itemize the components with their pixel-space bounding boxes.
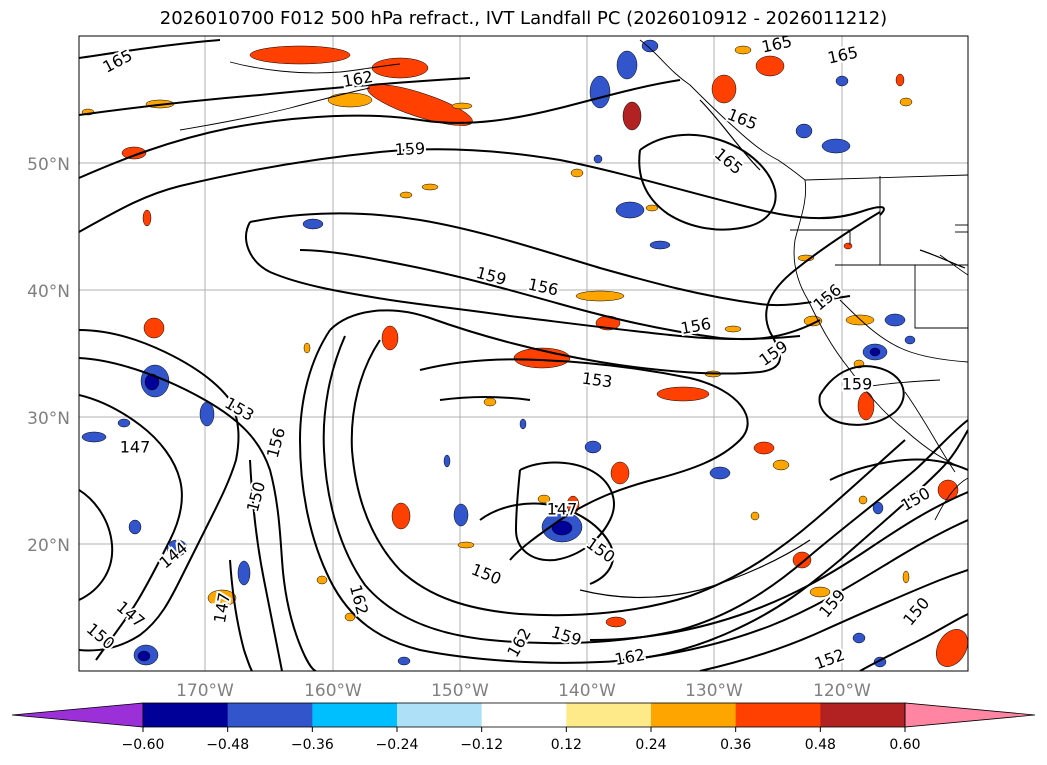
colorbar-ticks: −0.60 −0.48 −0.36 −0.24 −0.12 0.12 0.24 0.36 0.4… — [122, 727, 921, 753]
contour-label: 159 — [394, 139, 425, 160]
lat-label: 20°N — [27, 536, 70, 556]
contour-label: 159 — [842, 375, 873, 394]
colorbar-tick-label: −0.36 — [291, 737, 334, 753]
colorbar-cell — [312, 703, 398, 727]
colorbar-tick-label: 0.24 — [635, 737, 666, 753]
colorbar-tick-label: −0.12 — [460, 737, 503, 753]
lon-label: 140°W — [558, 681, 616, 701]
positive-anomaly-patches — [81, 45, 968, 667]
colorbar-tick-label: 0.12 — [551, 737, 582, 753]
colorbar-cell — [735, 703, 821, 727]
colorbar-frame — [142, 702, 906, 728]
plot-frame — [78, 35, 969, 672]
height-contours-thin — [579, 99, 966, 599]
lat-label: 50°N — [27, 155, 70, 175]
lon-label: 120°W — [813, 681, 871, 701]
colorbar-cell — [143, 703, 229, 727]
negative-anomaly-patches — [81, 39, 916, 668]
lon-label: 170°W — [176, 681, 234, 701]
contour-label: 165 — [826, 43, 860, 68]
contour-label: 147 — [547, 500, 578, 519]
colorbar-cell — [227, 703, 313, 727]
gridlines — [79, 36, 968, 671]
colorbar-cell — [481, 703, 567, 727]
colorbar-extend-high — [904, 702, 1036, 728]
colorbar-cell — [566, 703, 652, 727]
lat-label: 40°N — [27, 282, 70, 302]
colorbar-tick-label: −0.24 — [376, 737, 419, 753]
lon-label: 150°W — [431, 681, 489, 701]
colorbar-tick-label: 0.48 — [805, 737, 836, 753]
colorbar-tick-label: 0.60 — [889, 737, 920, 753]
lon-label: 160°W — [304, 681, 362, 701]
coastline — [179, 39, 968, 521]
map-title: 2026010700 F012 500 hPa refract., IVT La… — [159, 8, 888, 29]
colorbar-tick-label: −0.48 — [206, 737, 249, 753]
longitude-labels: 170°W 160°W 150°W 140°W 130°W 120°W — [176, 681, 871, 701]
colorbar: −0.60 −0.48 −0.36 −0.24 −0.12 0.12 0.24 0.36 0.4… — [11, 702, 1036, 753]
latitude-labels: 50°N 40°N 30°N 20°N — [27, 155, 70, 556]
colorbar-cell — [651, 703, 737, 727]
lat-label: 30°N — [27, 409, 70, 429]
lon-label: 130°W — [685, 681, 743, 701]
height-contours — [79, 39, 968, 671]
colorbar-cell — [397, 703, 483, 727]
colorbar-tick-label: −0.60 — [122, 737, 165, 753]
colorbar-extend-low — [11, 702, 144, 728]
colorbar-cells — [11, 702, 1036, 728]
contour-label: 147 — [120, 438, 151, 457]
colorbar-tick-label: 0.36 — [720, 737, 751, 753]
colorbar-cell — [820, 703, 906, 727]
